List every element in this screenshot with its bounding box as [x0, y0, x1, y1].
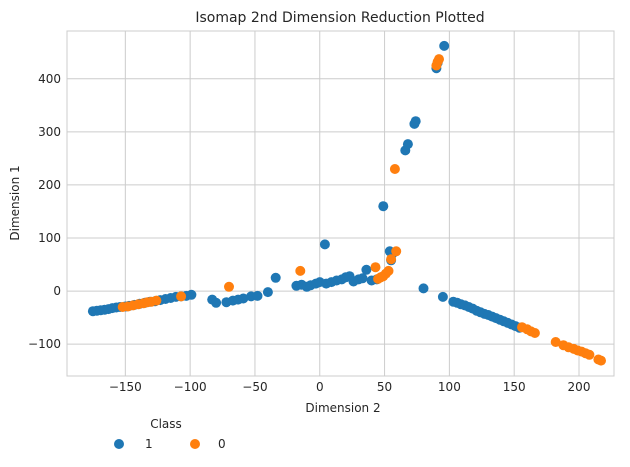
data-point-class-0: [391, 246, 402, 257]
plot-frame: [66, 30, 615, 377]
x-tick-label: 0: [316, 380, 324, 394]
x-tick-labels: −150 −100 −50 0 50 100 150 200: [109, 380, 591, 394]
data-points: [87, 40, 606, 366]
data-point-class-0: [176, 291, 187, 302]
x-tick-label: 50: [377, 380, 392, 394]
legend-marker-class-1: [114, 439, 124, 449]
data-point-class-1: [238, 293, 249, 304]
x-tick-label: 200: [568, 380, 591, 394]
legend: Class 1 0: [114, 417, 226, 451]
data-point-class-1: [252, 290, 263, 301]
chart-title: Isomap 2nd Dimension Reduction Plotted: [195, 10, 484, 26]
data-point-class-1: [402, 139, 413, 150]
data-point-class-1: [410, 116, 421, 127]
y-tick-label: 100: [38, 231, 61, 245]
y-tick-label: 200: [38, 178, 61, 192]
data-point-class-1: [357, 273, 368, 284]
y-tick-label: 300: [38, 125, 61, 139]
data-point-class-0: [383, 265, 394, 276]
y-tick-labels: −100 0 100 200 300 400: [28, 72, 61, 351]
data-point-class-1: [262, 287, 273, 298]
data-point-class-1: [211, 297, 222, 308]
x-tick-label: −100: [174, 380, 207, 394]
data-point-class-1: [361, 264, 372, 275]
data-point-class-1: [319, 239, 330, 250]
plot-area: [67, 31, 614, 376]
y-tick-label: −100: [28, 337, 61, 351]
data-point-class-0: [584, 349, 595, 360]
data-point-class-0: [596, 355, 606, 366]
x-axis-label: Dimension 2: [305, 401, 380, 415]
x-tick-label: −50: [242, 380, 267, 394]
legend-label-class-1: 1: [145, 437, 153, 451]
data-point-class-0: [386, 254, 397, 265]
y-tick-label: 0: [53, 284, 61, 298]
data-point-class-0: [151, 295, 162, 306]
data-point-class-0: [529, 328, 540, 338]
legend-marker-class-0: [190, 439, 200, 449]
data-point-class-1: [418, 283, 429, 294]
data-point-class-0: [295, 265, 306, 276]
x-tick-label: 100: [438, 380, 461, 394]
data-point-class-0: [550, 337, 561, 347]
y-tick-label: 400: [38, 72, 61, 86]
x-tick-label: −150: [109, 380, 142, 394]
data-point-class-0: [389, 164, 400, 174]
data-point-class-1: [439, 40, 450, 51]
legend-title: Class: [150, 417, 182, 431]
y-axis-label: Dimension 1: [8, 165, 22, 240]
data-point-class-0: [224, 281, 234, 292]
data-point-class-1: [270, 272, 281, 283]
legend-label-class-0: 0: [218, 437, 226, 451]
x-tick-label: 150: [503, 380, 526, 394]
data-point-class-0: [370, 262, 381, 273]
data-point-class-1: [186, 289, 197, 300]
data-point-class-1: [378, 201, 389, 212]
data-point-class-0: [434, 54, 444, 65]
data-point-class-1: [437, 291, 448, 302]
